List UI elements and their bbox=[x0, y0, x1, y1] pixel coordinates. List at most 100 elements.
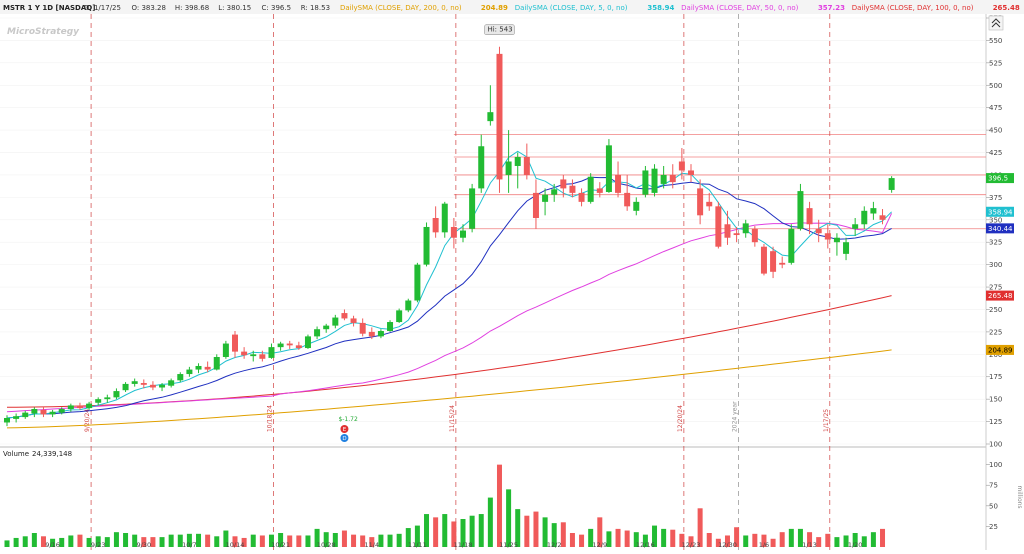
candle-body[interactable] bbox=[833, 237, 840, 243]
candle-body[interactable] bbox=[669, 174, 676, 183]
volume-bar[interactable] bbox=[870, 532, 876, 547]
volume-bar[interactable] bbox=[852, 533, 858, 547]
candle-body[interactable] bbox=[487, 112, 494, 122]
candle-body[interactable] bbox=[350, 318, 357, 323]
volume-bar[interactable] bbox=[396, 533, 402, 547]
candle-body[interactable] bbox=[514, 157, 521, 166]
candle-body[interactable] bbox=[824, 233, 831, 240]
candle-body[interactable] bbox=[469, 188, 476, 229]
candle-body[interactable] bbox=[651, 168, 658, 193]
volume-bar[interactable] bbox=[196, 533, 202, 547]
candle-body[interactable] bbox=[177, 374, 184, 381]
volume-bar[interactable] bbox=[77, 534, 83, 547]
candle-body[interactable] bbox=[22, 412, 29, 418]
volume-bar[interactable] bbox=[551, 523, 557, 547]
candle-body[interactable] bbox=[95, 399, 102, 403]
volume-bar[interactable] bbox=[250, 534, 256, 547]
candle-body[interactable] bbox=[368, 331, 375, 337]
volume-bar[interactable] bbox=[360, 535, 366, 547]
candle-body[interactable] bbox=[259, 354, 266, 359]
candle-body[interactable] bbox=[277, 343, 284, 348]
candle-body[interactable] bbox=[779, 262, 786, 265]
candle-body[interactable] bbox=[332, 317, 339, 326]
volume-bar[interactable] bbox=[424, 514, 430, 547]
candle-body[interactable] bbox=[149, 384, 156, 388]
candle-body[interactable] bbox=[642, 170, 649, 195]
volume-bar[interactable] bbox=[661, 528, 667, 547]
earnings-icon[interactable] bbox=[340, 425, 349, 433]
candle-body[interactable] bbox=[578, 192, 585, 202]
volume-bar[interactable] bbox=[652, 525, 658, 547]
volume-bar[interactable] bbox=[268, 534, 274, 547]
volume-bar[interactable] bbox=[113, 532, 119, 547]
candle-body[interactable] bbox=[314, 329, 321, 337]
volume-bar[interactable] bbox=[588, 528, 594, 547]
volume-bar[interactable] bbox=[341, 530, 347, 547]
candle-body[interactable] bbox=[432, 217, 439, 233]
candle-body[interactable] bbox=[587, 176, 594, 202]
volume-bar[interactable] bbox=[351, 534, 357, 547]
candle-body[interactable] bbox=[843, 242, 850, 254]
collapse-icon[interactable] bbox=[988, 15, 1004, 31]
candle-body[interactable] bbox=[304, 336, 311, 349]
candle-body[interactable] bbox=[624, 192, 631, 207]
volume-bar[interactable] bbox=[287, 535, 293, 547]
volume-bar[interactable] bbox=[615, 528, 621, 547]
volume-bar[interactable] bbox=[332, 533, 338, 547]
candle-body[interactable] bbox=[815, 228, 822, 234]
candle-body[interactable] bbox=[86, 403, 93, 409]
candle-body[interactable] bbox=[159, 384, 166, 388]
volume-bar[interactable] bbox=[259, 535, 265, 547]
volume-bar[interactable] bbox=[487, 497, 493, 547]
candle-body[interactable] bbox=[405, 300, 412, 311]
volume-bar[interactable] bbox=[734, 527, 740, 547]
volume-bar[interactable] bbox=[880, 528, 886, 547]
volume-bar[interactable] bbox=[433, 517, 439, 547]
volume-bar[interactable] bbox=[323, 532, 329, 547]
volume-bar[interactable] bbox=[670, 529, 676, 547]
candle-body[interactable] bbox=[733, 233, 740, 236]
volume-bar[interactable] bbox=[86, 537, 92, 547]
candle-body[interactable] bbox=[505, 161, 512, 175]
volume-bar[interactable] bbox=[278, 533, 284, 547]
volume-bar[interactable] bbox=[4, 540, 10, 547]
volume-bar[interactable] bbox=[706, 533, 712, 547]
candle-body[interactable] bbox=[678, 161, 685, 171]
candle-body[interactable] bbox=[760, 246, 767, 274]
volume-bar[interactable] bbox=[442, 514, 448, 547]
volume-bar[interactable] bbox=[232, 536, 238, 547]
candle-body[interactable] bbox=[250, 354, 257, 357]
volume-bar[interactable] bbox=[770, 538, 776, 547]
volume-bar[interactable] bbox=[788, 528, 794, 547]
candle-body[interactable] bbox=[532, 192, 539, 218]
candle-body[interactable] bbox=[450, 226, 457, 238]
volume-bar[interactable] bbox=[296, 535, 302, 547]
volume-bar[interactable] bbox=[606, 531, 612, 547]
volume-bar[interactable] bbox=[496, 464, 502, 547]
candle-body[interactable] bbox=[341, 313, 348, 319]
candle-body[interactable] bbox=[724, 224, 731, 238]
candle-body[interactable] bbox=[706, 201, 713, 207]
candle-body[interactable] bbox=[168, 380, 175, 386]
volume-bar[interactable] bbox=[797, 528, 803, 547]
candle-body[interactable] bbox=[186, 369, 193, 375]
volume-bar[interactable] bbox=[478, 514, 484, 547]
candle-body[interactable] bbox=[770, 251, 777, 272]
volume-bar[interactable] bbox=[31, 533, 37, 547]
volume-bar[interactable] bbox=[104, 537, 110, 547]
volume-bar[interactable] bbox=[715, 538, 721, 547]
candle-body[interactable] bbox=[788, 228, 795, 263]
volume-bar[interactable] bbox=[305, 535, 311, 547]
volume-bar[interactable] bbox=[168, 534, 174, 547]
volume-bar[interactable] bbox=[597, 517, 603, 547]
candle-body[interactable] bbox=[751, 228, 758, 243]
volume-bar[interactable] bbox=[132, 534, 138, 547]
volume-bar[interactable] bbox=[314, 528, 320, 547]
volume-bar[interactable] bbox=[697, 508, 703, 547]
candle-body[interactable] bbox=[861, 210, 868, 225]
volume-bar[interactable] bbox=[633, 532, 639, 547]
volume-bar[interactable] bbox=[816, 537, 822, 547]
volume-bar[interactable] bbox=[724, 535, 730, 547]
candle-body[interactable] bbox=[49, 411, 56, 415]
candle-body[interactable] bbox=[286, 343, 293, 346]
